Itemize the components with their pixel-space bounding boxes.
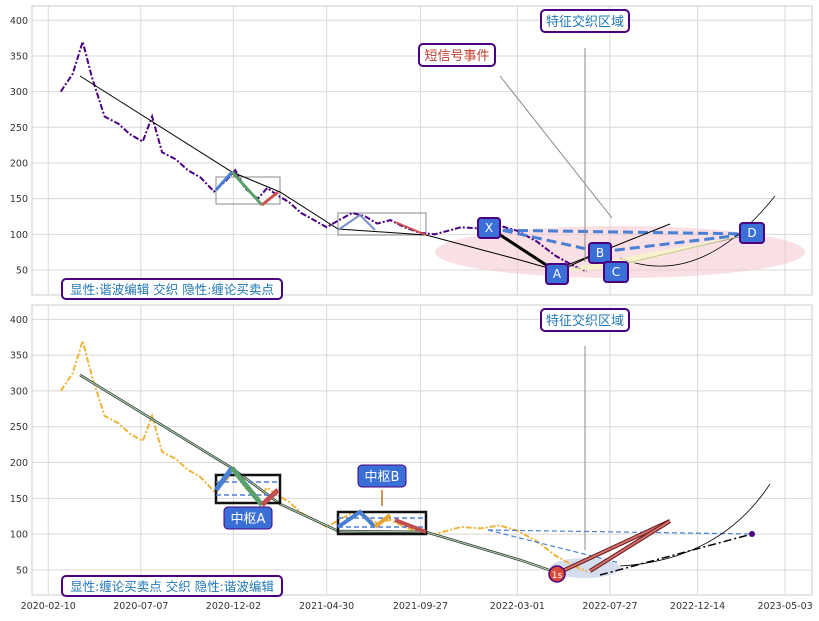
y-tick-label: 50: [16, 266, 28, 277]
bottom-dashdot: [599, 533, 753, 576]
y-tick-label: 250: [10, 422, 28, 433]
zhongshu-a-label-text: 中枢A: [231, 512, 266, 527]
zhongshu-b-label: 中枢B: [357, 464, 407, 488]
bottom-dash-lower: [487, 529, 621, 564]
label-a-text: A: [553, 267, 562, 281]
top-region-label-text: 特征交织区域: [546, 14, 624, 30]
x-tick-label: 2022-12-14: [670, 601, 725, 612]
bottom-region-label-text: 特征交织区域: [546, 313, 624, 329]
label-b-text: B: [596, 246, 604, 260]
event-label: 短信号事件: [418, 43, 496, 67]
x-tick-label: 2021-09-27: [393, 601, 448, 612]
x-tick-label: 2020-02-10: [21, 601, 76, 612]
harmonic-extra-line: [559, 223, 671, 269]
bottom-region-label: 特征交织区域: [540, 308, 630, 332]
bottom-marker-text: 1s: [552, 571, 563, 581]
harmonic-curve: [619, 195, 776, 267]
y-tick-label: 50: [16, 565, 28, 576]
bottom-zigzag-b-red: [394, 518, 427, 534]
top-zhongshu-box-a: [215, 176, 281, 205]
top-zigzag-a-green: [230, 170, 264, 207]
y-tick-label: 100: [10, 230, 28, 241]
top-zigzag-a-blue: [214, 171, 234, 191]
bottom-zigzag-b-blue: [336, 509, 377, 529]
label-c-text: C: [612, 265, 620, 279]
top-region-label: 特征交织区域: [540, 9, 630, 33]
top-panel: 50 100 150 200 250 300 350 400: [10, 5, 813, 300]
label-d: D: [739, 222, 765, 244]
bottom-zigzag-a-blue: [213, 466, 235, 492]
bottom-end-dot: [749, 531, 755, 537]
bottom-left-annotation: 显性:缠论买卖点 交织 隐性:谐波编辑: [61, 575, 283, 597]
label-x: X: [477, 217, 501, 239]
bottom-y-ticks: 50 100 150 200 250 300 350 400: [10, 315, 28, 577]
top-y-ticks: 50 100 150 200 250 300 350 400: [10, 16, 28, 277]
label-x-text: X: [485, 221, 493, 235]
bottom-plot-area: [31, 304, 813, 596]
x-tick-label: 2020-12-02: [206, 601, 261, 612]
bottom-red-line-1-inner: [557, 520, 671, 574]
zhongshu-a-label: 中枢A: [223, 506, 273, 530]
harmonic-xd-dash: [487, 228, 751, 236]
top-zigzag-b-red: [394, 221, 427, 236]
label-a: A: [545, 263, 569, 285]
top-zigzag-a-red: [261, 190, 279, 207]
harmonic-bd-dash: [599, 232, 751, 254]
label-d-text: D: [747, 226, 756, 240]
x-tick-label: 2023-05-03: [757, 601, 812, 612]
bottom-zigzag-a-red: [260, 488, 280, 507]
y-tick-label: 350: [10, 51, 28, 62]
bottom-dash-upper: [487, 529, 753, 535]
zhongshu-b-label-text: 中枢B: [365, 470, 400, 485]
event-arrow: [499, 75, 613, 219]
bottom-price-series: [59, 337, 588, 573]
y-tick-label: 250: [10, 123, 28, 134]
x-tick-label: 2020-07-07: [113, 601, 168, 612]
y-tick-label: 350: [10, 351, 28, 362]
event-label-text: 短信号事件: [424, 49, 489, 64]
y-tick-label: 150: [10, 194, 28, 205]
top-left-annotation: 显性:谐波编辑 交织 隐性:缠论买卖点: [61, 278, 283, 300]
bottom-red-line-2-inner: [589, 520, 671, 572]
y-tick-label: 300: [10, 87, 28, 98]
bottom-zigzag-b-gold: [373, 513, 392, 529]
x-tick-label: 2021-04-30: [299, 601, 354, 612]
x-ticks: 2020-02-10 2020-07-07 2020-12-02 2021-04-30…: [21, 601, 813, 612]
label-b: B: [588, 242, 612, 264]
x-tick-label: 2022-03-01: [490, 601, 545, 612]
zhongshu-b-box: [336, 510, 428, 536]
top-zhongshu-box-b: [337, 212, 427, 236]
y-tick-label: 100: [10, 530, 28, 541]
y-tick-label: 200: [10, 158, 28, 169]
bottom-curve: [619, 483, 771, 567]
bottom-grid: [32, 305, 812, 595]
y-tick-label: 150: [10, 494, 28, 505]
bottom-zigzag-a-green: [230, 466, 264, 507]
y-tick-label: 400: [10, 16, 28, 27]
top-price-series: [59, 38, 588, 273]
top-left-annotation-text: 显性:谐波编辑 交织 隐性:缠论买卖点: [70, 282, 274, 297]
label-c: C: [603, 261, 629, 283]
top-zigzag-b-blue: [337, 213, 376, 231]
x-tick-label: 2022-07-27: [582, 601, 637, 612]
bottom-left-annotation-text: 显性:缠论买卖点 交织 隐性:谐波编辑: [70, 579, 274, 594]
y-tick-label: 200: [10, 458, 28, 469]
bottom-marker: [548, 565, 566, 583]
y-tick-label: 300: [10, 386, 28, 397]
y-tick-label: 400: [10, 315, 28, 326]
